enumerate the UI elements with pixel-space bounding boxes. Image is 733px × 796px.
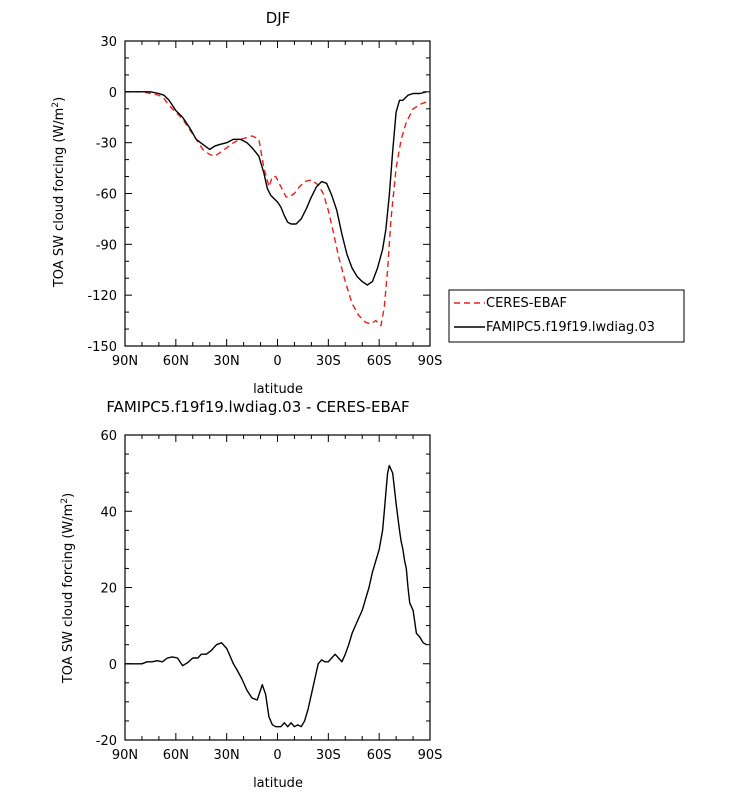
bottom-x-tick-label: 90S [418,748,443,763]
top-series-lines [125,91,427,327]
bottom-y-ticks: 60 40 20 0 -20 [96,429,430,749]
bottom-series-lines [125,464,427,728]
top-x-axis-label: latitude [253,382,303,397]
bottom-x-axis-label: latitude [253,776,303,791]
top-y-tick-label: -60 [96,188,117,203]
legend: CERES-EBAF FAMIPC5.f19f19.lwdiag.03 [448,289,685,343]
top-y-ticks: 30 0 -30 -60 -90 -120 -150 [87,35,430,355]
top-series-line-0 [125,91,427,327]
top-y-tick-label: 0 [109,86,117,101]
legend-box [448,289,685,343]
top-y-tick-label: -30 [96,137,117,152]
legend-label-model: FAMIPC5.f19f19.lwdiag.03 [486,320,655,335]
bottom-x-tick-label: 60N [163,748,189,763]
top-x-tick-label: 60N [163,354,189,369]
bottom-series-line-0 [125,464,427,728]
top-x-tick-label: 30S [316,354,341,369]
top-y-tick-label: -120 [87,289,117,304]
bottom-x-tick-label: 30S [316,748,341,763]
bottom-y-tick-label: 60 [100,429,117,444]
bottom-x-tick-label: 90N [112,748,138,763]
top-x-tick-label: 60S [367,354,392,369]
bottom-x-tick-label: 30N [214,748,240,763]
top-series-line-1 [125,91,427,286]
top-x-ticks: 90N 60N 30N 0 30S 60S 90S [112,41,443,369]
top-panel: DJF TOA SW cloud forcing (W/m2) latitude… [51,9,442,397]
bottom-panel: FAMIPC5.f19f19.lwdiag.03 - CERES-EBAF TO… [60,398,442,791]
top-plot-frame [124,40,431,347]
top-chart-title: DJF [266,9,291,27]
bottom-y-tick-label: 40 [100,505,117,520]
top-x-tick-label: 30N [214,354,240,369]
bottom-chart-title: FAMIPC5.f19f19.lwdiag.03 - CERES-EBAF [106,398,409,416]
bottom-y-axis-label: TOA SW cloud forcing (W/m2) [60,493,76,684]
top-x-tick-label: 90S [418,354,443,369]
bottom-y-tick-label: -20 [96,734,117,749]
bottom-plot-frame [124,434,431,741]
top-x-tick-label: 0 [273,354,281,369]
bottom-x-ticks: 90N 60N 30N 0 30S 60S 90S [112,435,443,763]
bottom-y-tick-label: 20 [100,582,117,597]
bottom-y-tick-label: 0 [109,658,117,673]
top-y-tick-label: -90 [96,238,117,253]
top-y-axis-label: TOA SW cloud forcing (W/m2) [51,97,67,288]
top-x-tick-label: 90N [112,354,138,369]
top-y-tick-label: -150 [87,340,117,355]
bottom-x-tick-label: 60S [367,748,392,763]
top-y-tick-label: 30 [100,35,117,50]
bottom-x-tick-label: 0 [273,748,281,763]
legend-label-ceres: CERES-EBAF [486,296,567,311]
